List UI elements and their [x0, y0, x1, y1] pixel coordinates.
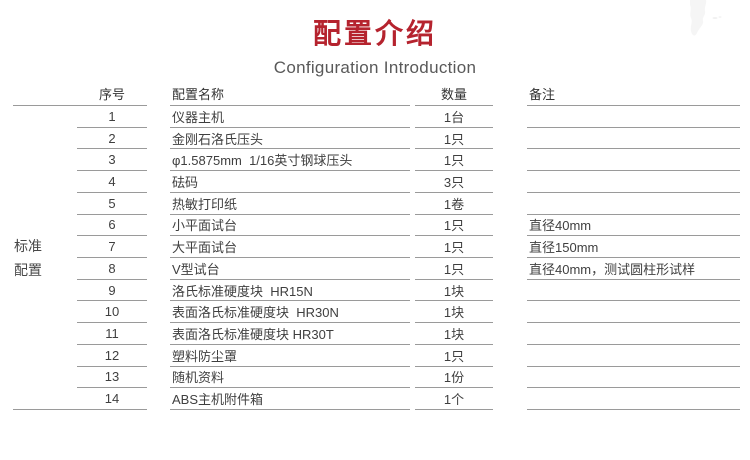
- page-subtitle: Configuration Introduction: [273, 58, 477, 77]
- table-row-13-qty: 1份: [415, 367, 493, 389]
- table-row-9-no: 9: [77, 280, 147, 302]
- table-row-11-qty: 1块: [415, 323, 493, 345]
- table-row-2-qty: 1只: [415, 128, 493, 150]
- table-row-3-note: [527, 149, 740, 172]
- table-row-6-no: 6: [77, 215, 147, 237]
- table-row-10-name: 表面洛氏标准硬度块 HR30N: [170, 301, 410, 324]
- table-row-12-no: 12: [77, 345, 147, 367]
- table-row-3-qty: 1只: [415, 149, 493, 172]
- table-row-4-no: 4: [77, 171, 147, 193]
- table-row-9-note: [527, 280, 740, 302]
- table-row-9-name: 洛氏标准硬度块 HR15N: [170, 280, 410, 302]
- column-header-no: 序号: [98, 87, 125, 102]
- header-underline-left: [13, 105, 147, 106]
- table-row-14-note: [527, 388, 740, 410]
- table-row-5-name: 热敏打印纸: [170, 193, 410, 215]
- table-row-4-name: 砝码: [170, 171, 410, 193]
- header-underline-name: [170, 105, 410, 106]
- table-row-14-no: 14: [77, 388, 147, 410]
- table-row-1-note: [527, 106, 740, 128]
- table-row-8-qty: 1只: [415, 258, 493, 280]
- table-row-7-note: 直径150mm: [527, 236, 740, 258]
- column-name: 仪器主机 金刚石洛氏压头 φ1.5875mm 1/16英寸钢球压头 砝码 热敏打印纸 小平…: [170, 106, 410, 410]
- table-row-4-note: [527, 171, 740, 193]
- group-label-line2: 配置: [14, 261, 42, 278]
- table-row-10-note: [527, 301, 740, 324]
- column-header-name: 配置名称: [172, 87, 225, 102]
- table-row-6-name: 小平面试台: [170, 215, 410, 237]
- configuration-table: 序号 配置名称 数量 备注 标准 配置 1 2 3 4 5 6 7 8 9 10 11 12 13 14 …: [13, 84, 740, 410]
- table-row-12-name: 塑料防尘罩: [170, 345, 410, 367]
- column-header-note: 备注: [529, 87, 556, 102]
- table-row-10-qty: 1块: [415, 301, 493, 324]
- table-row-14-name: ABS主机附件箱: [170, 388, 410, 410]
- table-row-5-no: 5: [77, 193, 147, 215]
- table-row-12-note: [527, 345, 740, 367]
- table-row-8-note: 直径40mm，测试圆柱形试样: [527, 258, 740, 280]
- table-row-6-note: 直径40mm: [527, 215, 740, 237]
- table-row-1-name: 仪器主机: [170, 106, 410, 128]
- table-row-8-no: 8: [77, 258, 147, 280]
- table-row-13-name: 随机资料: [170, 367, 410, 389]
- table-row-13-note: [527, 367, 740, 389]
- table-row-7-name: 大平面试台: [170, 236, 410, 258]
- column-note: 直径40mm 直径150mm 直径40mm，测试圆柱形试样: [527, 106, 740, 410]
- column-no: 1 2 3 4 5 6 7 8 9 10 11 12 13 14: [77, 106, 147, 410]
- table-row-3-no: 3: [77, 149, 147, 172]
- table-row-11-name: 表面洛氏标准硬度块 HR30T: [170, 323, 410, 345]
- table-row-5-qty: 1卷: [415, 193, 493, 215]
- table-row-4-qty: 3只: [415, 171, 493, 193]
- table-row-10-no: 10: [77, 301, 147, 324]
- table-row-2-no: 2: [77, 128, 147, 150]
- page-title: 配置介绍: [312, 18, 437, 49]
- table-row-9-qty: 1块: [415, 280, 493, 302]
- table-row-13-no: 13: [77, 367, 147, 389]
- table-row-6-qty: 1只: [415, 215, 493, 237]
- table-row-2-note: [527, 128, 740, 150]
- table-row-7-no: 7: [77, 236, 147, 258]
- table-row-7-qty: 1只: [415, 236, 493, 258]
- table-row-5-note: [527, 193, 740, 215]
- table-row-1-qty: 1台: [415, 106, 493, 128]
- table-row-14-qty: 1个: [415, 388, 493, 410]
- column-qty: 1台 1只 1只 3只 1卷 1只 1只 1只 1块 1块 1块 1只 1份 1个: [415, 106, 493, 410]
- group-label-standard-configuration: 标准 配置: [13, 106, 77, 410]
- group-label-line1: 标准: [14, 237, 42, 254]
- world-map-decoration-icon: [690, 0, 722, 36]
- table-row-11-note: [527, 323, 740, 345]
- table-row-2-name: 金刚石洛氏压头: [170, 128, 410, 150]
- table-row-3-name: φ1.5875mm 1/16英寸钢球压头: [170, 149, 410, 172]
- table-row-8-name: V型试台: [170, 258, 410, 280]
- table-row-11-no: 11: [77, 323, 147, 345]
- column-header-qty: 数量: [440, 87, 467, 102]
- header-underline-note: [527, 105, 740, 106]
- table-row-12-qty: 1只: [415, 345, 493, 367]
- table-row-1-no: 1: [77, 106, 147, 128]
- header-underline-qty: [415, 105, 493, 106]
